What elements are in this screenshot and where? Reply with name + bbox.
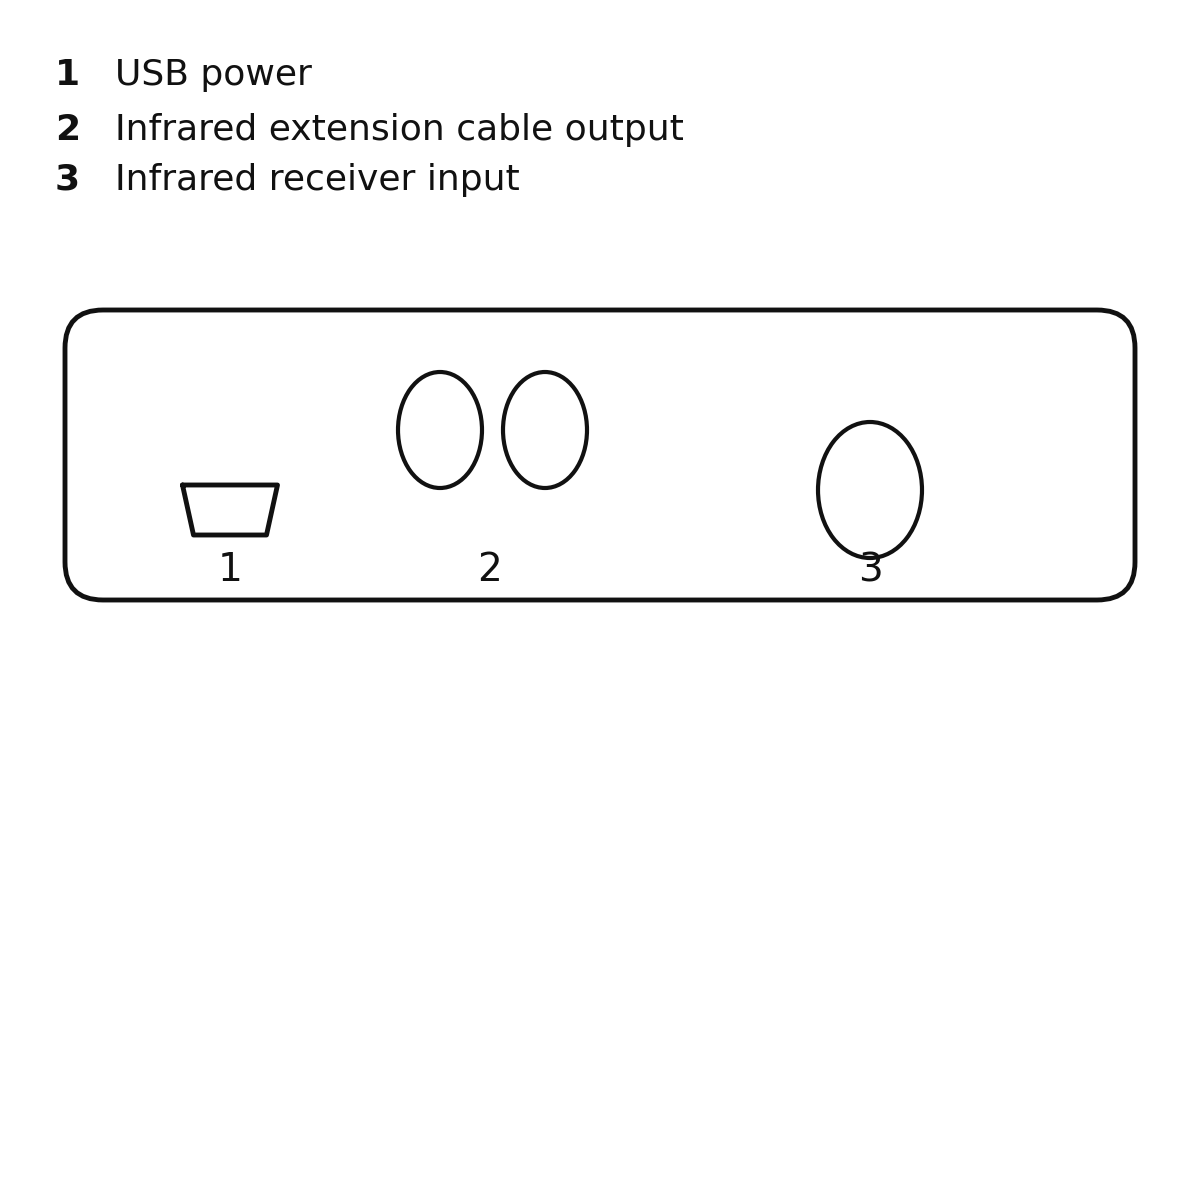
Text: USB power: USB power <box>115 58 312 92</box>
Ellipse shape <box>503 372 587 488</box>
Text: Infrared receiver input: Infrared receiver input <box>115 163 520 197</box>
Text: 1: 1 <box>217 551 242 589</box>
Text: Infrared extension cable output: Infrared extension cable output <box>115 113 684 146</box>
Ellipse shape <box>818 422 922 558</box>
Text: 1: 1 <box>55 58 80 92</box>
Text: 3: 3 <box>858 551 882 589</box>
FancyBboxPatch shape <box>65 310 1135 600</box>
Text: 3: 3 <box>55 163 80 197</box>
Text: 2: 2 <box>55 113 80 146</box>
Ellipse shape <box>398 372 482 488</box>
Text: 2: 2 <box>478 551 503 589</box>
